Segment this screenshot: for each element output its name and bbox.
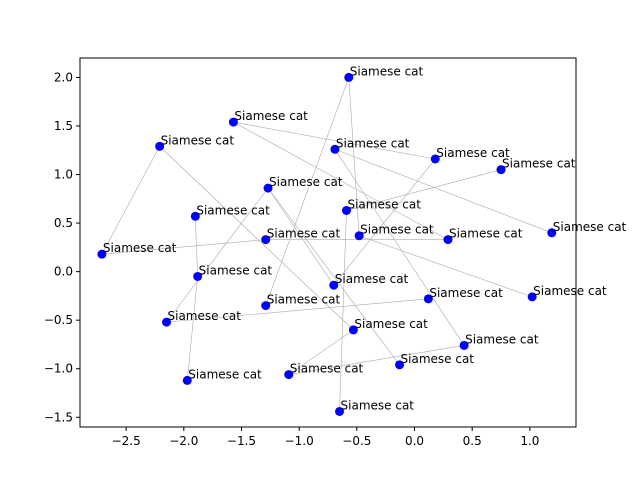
edge-line [186,276,198,381]
data-point [190,211,200,221]
data-point [547,228,557,238]
x-tick-label: 0.0 [405,434,424,448]
data-point [261,235,271,245]
edge-line [166,298,429,323]
x-tick-label: −0.5 [342,434,371,448]
edge-line [334,149,465,346]
edges-layer [101,77,552,412]
point-label: Siamese cat [234,109,308,123]
y-axis: −1.5 −1.0 −0.5 0.0 0.5 1.0 1.5 2.0 [44,70,80,424]
data-point [329,280,339,290]
edge-line [166,187,269,323]
y-tick-label: 1.5 [54,119,73,133]
edge-line [288,329,354,375]
edge-line [334,148,552,234]
data-point [182,375,192,385]
point-label: Siamese cat [465,332,539,346]
y-tick-label: −1.5 [44,410,73,424]
point-label: Siamese cat [347,197,421,211]
edge-line [267,187,400,366]
data-point [335,406,345,416]
point-label: Siamese cat [161,133,235,147]
edge-line [339,210,347,412]
x-tick-label: −1.0 [285,434,314,448]
y-tick-label: 0.0 [54,265,73,279]
point-label: Siamese cat [188,367,262,381]
data-point [344,72,354,82]
data-point [496,165,506,175]
point-label: Siamese cat [502,157,576,171]
edge-line [233,121,449,240]
plot-frame [79,57,577,428]
point-label: Siamese cat [533,284,607,298]
data-point [193,271,203,281]
y-tick-label: −0.5 [44,313,73,327]
data-point [263,183,273,193]
x-tick-label: −2.5 [112,434,141,448]
data-point [228,117,238,127]
y-tick-label: 2.0 [54,70,73,84]
x-tick-label: −2.0 [169,434,198,448]
data-point [527,292,537,302]
x-tick-label: −1.5 [227,434,256,448]
point-label: Siamese cat [103,241,177,255]
data-point [423,294,433,304]
point-label: Siamese cat [290,362,364,376]
edge-line [101,146,160,255]
point-label: Siamese cat [354,317,428,331]
data-point [155,141,165,151]
points-layer [97,72,557,416]
edge-line [359,235,533,298]
data-point [443,235,453,245]
edge-line [288,345,465,375]
data-point [330,144,340,154]
edge-line [101,239,266,255]
edge-line [195,216,198,277]
point-label: Siamese cat [436,146,510,160]
data-point [459,340,469,350]
point-label: Siamese cat [350,64,424,78]
data-point [395,360,405,370]
point-label: Siamese cat [199,263,273,277]
point-label: Siamese cat [401,352,475,366]
point-label: Siamese cat [341,398,415,412]
x-axis: −2.5 −2.0 −1.5 −1.0 −0.5 0.0 0.5 1.0 [112,427,539,448]
data-point [341,205,351,215]
x-tick-label: 1.0 [520,434,539,448]
data-point [430,154,440,164]
y-tick-label: 0.5 [54,216,73,230]
point-label: Siamese cat [336,136,410,150]
point-label: Siamese cat [269,175,343,189]
data-point [162,317,172,327]
point-label: Siamese cat [449,227,523,241]
edge-line [333,158,436,286]
edge-line [233,121,436,160]
data-point [97,249,107,259]
x-tick-label: 0.5 [463,434,482,448]
point-label: Siamese cat [553,220,627,234]
edge-line [265,77,350,306]
point-label: Siamese cat [429,286,503,300]
data-point [348,325,358,335]
y-tick-label: −1.0 [44,362,73,376]
point-label: Siamese cat [335,272,409,286]
edge-line [267,187,335,286]
point-label: Siamese cat [168,309,242,323]
data-point [284,370,294,380]
point-label: Siamese cat [196,203,270,217]
point-label: Siamese cat [267,227,341,241]
edge-line [346,169,502,211]
data-point [261,301,271,311]
point-label: Siamese cat [360,223,434,237]
data-point [354,231,364,241]
edge-line [159,146,354,331]
point-label: Siamese cat [267,293,341,307]
y-tick-label: 1.0 [54,168,73,182]
